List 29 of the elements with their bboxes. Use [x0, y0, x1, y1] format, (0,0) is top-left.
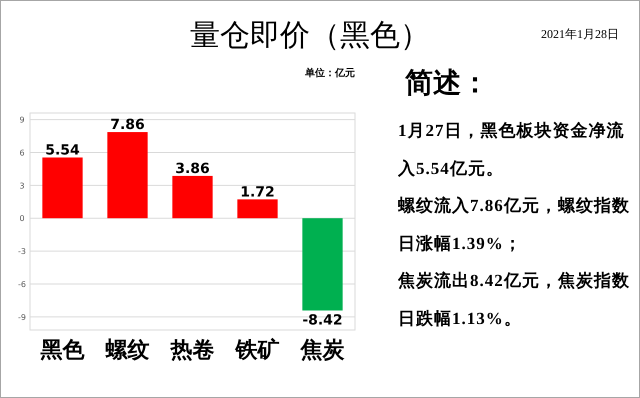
x-tick-label: 铁矿 — [234, 337, 280, 362]
text: 2021年1月28日 — [541, 27, 619, 41]
text: 螺纹流入7.86亿元，螺纹指数日涨幅1.39%； — [398, 195, 630, 254]
x-tick-label: 螺纹 — [104, 337, 150, 362]
chart-title: 量仓即价（黑色） — [190, 19, 430, 52]
text: 简述： — [404, 68, 489, 99]
x-tick-label: 焦炭 — [300, 337, 346, 362]
bar — [237, 199, 278, 218]
data-label: 7.86 — [110, 117, 145, 134]
bar — [302, 218, 343, 310]
text: 焦炭流出8.42亿元，焦炭指数日跌幅1.13%。 — [398, 270, 630, 330]
y-tick-label: 6 — [19, 148, 25, 158]
x-tick-label: 热卷 — [170, 337, 214, 362]
y-tick-label: 0 — [19, 214, 25, 224]
bar — [172, 176, 213, 218]
data-label: -8.42 — [302, 312, 343, 328]
data-label: 5.54 — [45, 142, 80, 158]
y-tick-label: 3 — [19, 181, 25, 190]
text: 1月27日，黑色板块资金净流入5.54亿元。 — [398, 120, 626, 180]
y-tick-label: 9 — [19, 116, 25, 125]
y-tick-label: -6 — [18, 280, 26, 289]
bar — [107, 132, 148, 218]
x-tick-label: 黑色 — [40, 337, 86, 362]
y-tick-label: -3 — [18, 247, 26, 256]
y-tick-label: -9 — [18, 312, 26, 322]
data-label: 3.86 — [175, 160, 210, 177]
data-label: 1.72 — [240, 184, 275, 200]
bar — [42, 157, 83, 218]
text: 单位：亿元 — [304, 67, 355, 79]
